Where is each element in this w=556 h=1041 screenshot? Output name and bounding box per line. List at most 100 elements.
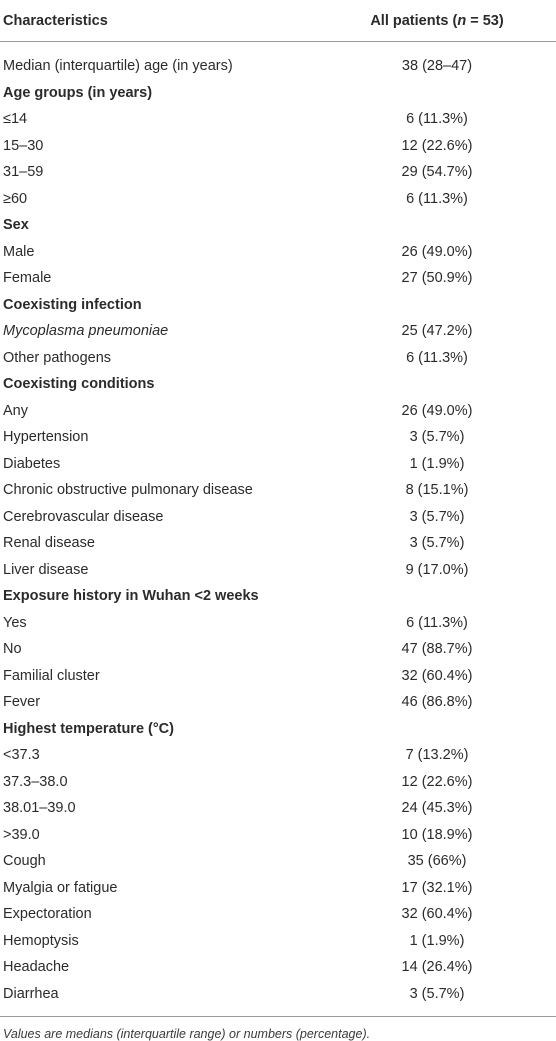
section-label: Coexisting conditions [3,376,155,393]
table-row: 38.01–39.0 24 (45.3%) [0,795,556,822]
row-label: Male [3,243,35,260]
table-row: >39.0 10 (18.9%) [0,822,556,849]
row-value: 32 (60.4%) [401,667,473,684]
row-label: Fever [3,694,41,711]
row-label: Chronic obstructive pulmonary disease [3,482,253,499]
section-header-row: Age groups (in years) [0,80,556,107]
row-value: 25 (47.2%) [401,323,473,340]
row-label: Cerebrovascular disease [3,508,164,525]
row-label: Expectoration [3,906,92,923]
row-value: 6 (11.3%) [406,111,468,128]
row-value: 3 (5.7%) [409,508,465,525]
table-row: Diarrhea 3 (5.7%) [0,981,556,1008]
table-row: Male 26 (49.0%) [0,239,556,266]
row-value: 27 (50.9%) [401,270,473,287]
row-value: 32 (60.4%) [401,906,473,923]
table-row: Female 27 (50.9%) [0,265,556,292]
table-row: Yes 6 (11.3%) [0,610,556,637]
table-body: Median (interquartile) age (in years) 38 … [0,42,556,1007]
row-value: 47 (88.7%) [401,641,473,658]
row-value: 29 (54.7%) [401,164,473,181]
row-label: 38.01–39.0 [3,800,76,817]
row-label: ≤14 [3,111,28,128]
header-characteristics: Characteristics [3,12,108,29]
row-value: 46 (86.8%) [401,694,473,711]
row-value: 14 (26.4%) [401,959,473,976]
table-row: Cerebrovascular disease 3 (5.7%) [0,504,556,531]
table-header: Characteristics All patients (n = 53) [0,0,556,42]
row-label: 37.3–38.0 [3,773,68,790]
table-row: ≥60 6 (11.3%) [0,186,556,213]
table-row: Expectoration 32 (60.4%) [0,901,556,928]
row-label: No [3,641,22,658]
row-value: 38 (28–47) [401,58,473,75]
header-all-patients-prefix: All patients ( [370,12,458,29]
table-footnote: Values are medians (interquartile range)… [3,1027,371,1041]
section-label: Coexisting infection [3,296,142,313]
row-value: 9 (17.0%) [405,561,469,578]
table-row: Renal disease 3 (5.7%) [0,530,556,557]
table-row: Other pathogens 6 (11.3%) [0,345,556,372]
row-label: Headache [3,959,70,976]
table-row: Fever 46 (86.8%) [0,689,556,716]
section-label: Exposure history in Wuhan <2 weeks [3,588,259,605]
table-row: Familial cluster 32 (60.4%) [0,663,556,690]
row-label: Hypertension [3,429,89,446]
row-label: Yes [3,614,27,631]
row-label: 15–30 [3,137,44,154]
row-value: 6 (11.3%) [406,349,468,366]
table-row: Liver disease 9 (17.0%) [0,557,556,584]
table-row: 15–30 12 (22.6%) [0,133,556,160]
row-value: 12 (22.6%) [401,773,473,790]
row-label: Mycoplasma pneumoniae [3,323,169,340]
section-header-row: Coexisting infection [0,292,556,319]
row-value: 24 (45.3%) [401,800,473,817]
row-label: Other pathogens [3,349,112,366]
row-value: 35 (66%) [407,853,467,870]
table-row: Mycoplasma pneumoniae 25 (47.2%) [0,318,556,345]
section-header-row: Highest temperature (°C) [0,716,556,743]
table-row: 37.3–38.0 12 (22.6%) [0,769,556,796]
row-value: 3 (5.7%) [409,429,465,446]
row-label: Renal disease [3,535,95,552]
row-label: 31–59 [3,164,44,181]
row-value: 26 (49.0%) [401,402,473,419]
row-value: 6 (11.3%) [406,614,468,631]
table-row: Myalgia or fatigue 17 (32.1%) [0,875,556,902]
table-bottom-rule [0,1016,556,1017]
row-label: Any [3,402,28,419]
header-all-patients-suffix: = 53) [466,12,504,29]
table-row: No 47 (88.7%) [0,636,556,663]
section-label: Highest temperature (°C) [3,720,174,737]
table-row: Hemoptysis 1 (1.9%) [0,928,556,955]
row-value: 26 (49.0%) [401,243,473,260]
table-row: Cough 35 (66%) [0,848,556,875]
row-label: Liver disease [3,561,89,578]
row-value: 10 (18.9%) [401,826,473,843]
section-header-row: Exposure history in Wuhan <2 weeks [0,583,556,610]
row-label: ≥60 [3,190,28,207]
row-value: 1 (1.9%) [409,932,465,949]
row-label: Myalgia or fatigue [3,879,118,896]
row-label: Diarrhea [3,985,59,1002]
table-row: Hypertension 3 (5.7%) [0,424,556,451]
table-row: Diabetes 1 (1.9%) [0,451,556,478]
row-label: Hemoptysis [3,932,79,949]
section-label: Sex [3,217,29,234]
table-row: 31–59 29 (54.7%) [0,159,556,186]
row-label: Cough [3,853,46,870]
table-row: Headache 14 (26.4%) [0,954,556,981]
row-value: 12 (22.6%) [401,137,473,154]
row-value: 3 (5.7%) [409,535,465,552]
table-row: Chronic obstructive pulmonary disease 8 (… [0,477,556,504]
row-label: <37.3 [3,747,40,764]
section-header-row: Coexisting conditions [0,371,556,398]
table-row: Median (interquartile) age (in years) 38 … [0,53,556,80]
row-value: 7 (13.2%) [405,747,469,764]
row-label: Female [3,270,52,287]
row-value: 8 (15.1%) [405,482,469,499]
table-row: ≤14 6 (11.3%) [0,106,556,133]
header-all-patients: All patients (n = 53) [322,13,552,29]
row-value: 17 (32.1%) [401,879,473,896]
